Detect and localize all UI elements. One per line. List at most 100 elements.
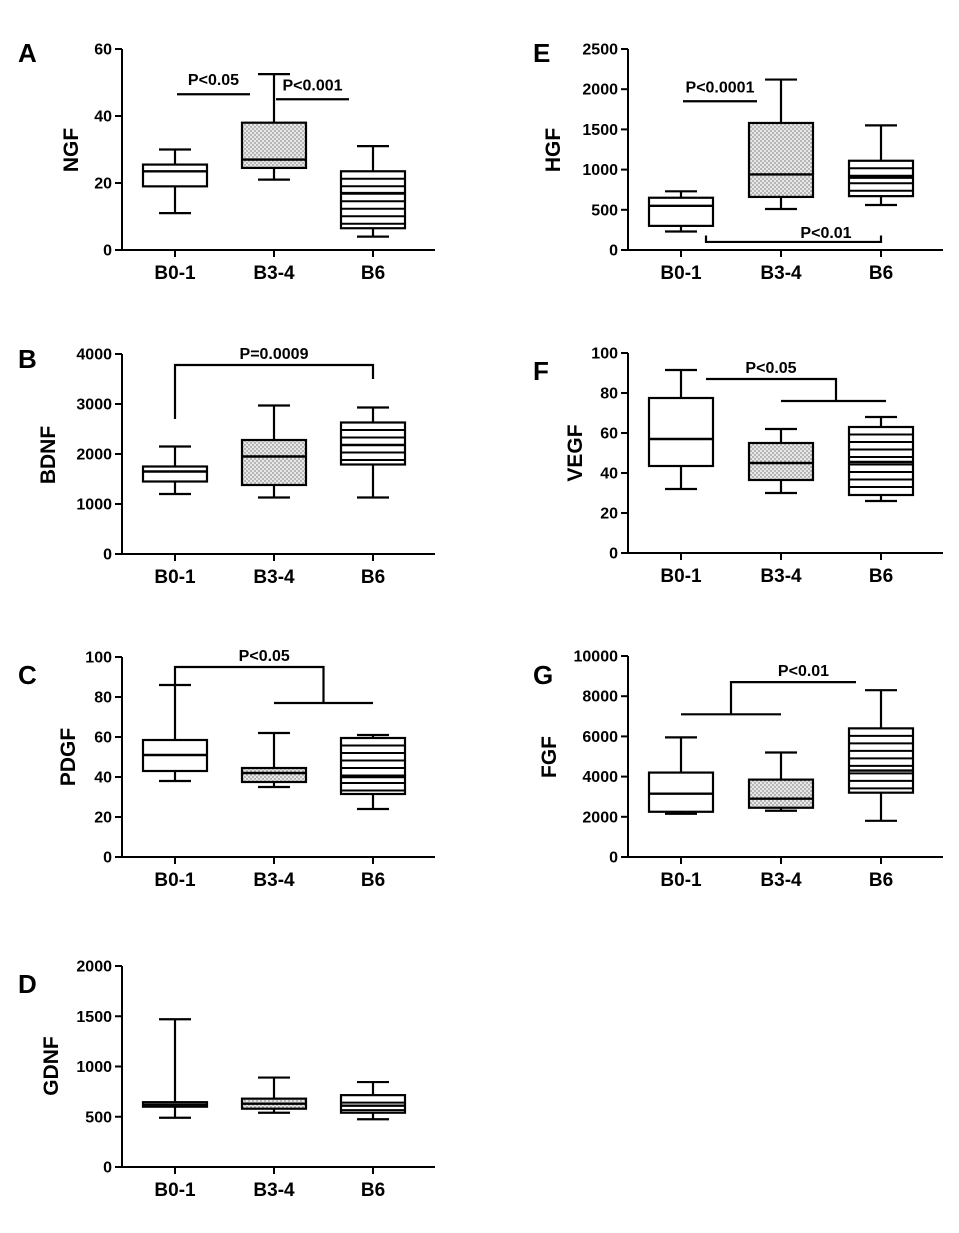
- significance-annotation: P<0.01: [681, 663, 856, 716]
- significance-annotation: P<0.05: [177, 72, 250, 96]
- y-tick-label: 4000: [582, 769, 618, 786]
- category-label: B6: [361, 870, 385, 891]
- y-tick-label: 0: [609, 850, 618, 867]
- box-body: [141, 163, 209, 188]
- significance-annotation: P<0.01: [704, 225, 883, 244]
- y-tick-label: 20: [94, 810, 112, 827]
- category-label: B3-4: [253, 870, 295, 891]
- y-tick-label: 6000: [582, 729, 618, 746]
- box-b3-4: [747, 427, 815, 495]
- box-b0-1: [647, 368, 715, 491]
- y-tick-label: 0: [609, 546, 618, 563]
- p-value-label: P<0.05: [188, 72, 239, 89]
- box-b6: [339, 406, 407, 499]
- box-b3-4: [240, 404, 308, 499]
- category-label: B6: [361, 263, 385, 284]
- box-b6: [339, 145, 407, 238]
- y-axis-label: FGF: [538, 736, 561, 778]
- significance-bracket: [706, 377, 838, 401]
- p-value-label: P<0.001: [282, 77, 342, 94]
- category-label: B0-1: [660, 870, 702, 891]
- significance-bracket: [704, 235, 883, 244]
- category-label: B3-4: [253, 1180, 295, 1201]
- category-label: B3-4: [253, 263, 295, 284]
- y-tick-label: 100: [85, 650, 112, 667]
- box-body: [647, 771, 715, 813]
- p-value-label: P<0.01: [778, 663, 829, 680]
- y-axis-label: VEGF: [564, 424, 587, 481]
- box-body: [647, 196, 715, 227]
- box-b6: [339, 1080, 407, 1121]
- p-value-label: P<0.05: [239, 648, 290, 665]
- box-body: [240, 438, 308, 487]
- y-tick-label: 500: [85, 1109, 112, 1126]
- box-body: [339, 736, 407, 796]
- y-tick-label: 500: [591, 202, 618, 219]
- y-tick-label: 8000: [582, 689, 618, 706]
- category-label: B0-1: [154, 263, 196, 284]
- box-b0-1: [141, 1018, 209, 1119]
- panel-b: B BDNF 0 1000 2000 3000 4000 B0-1 B3-4 B6 P=0.0009: [18, 344, 435, 588]
- box-b6: [847, 689, 915, 822]
- y-tick-label: 20: [600, 506, 618, 523]
- box-body: [747, 121, 815, 199]
- p-value-label: P<0.05: [745, 360, 796, 377]
- y-tick-label: 1000: [76, 1059, 112, 1076]
- y-axis-label: GDNF: [40, 1036, 63, 1096]
- box-body: [339, 1094, 407, 1114]
- category-label: B6: [869, 566, 893, 587]
- box-b3-4: [240, 1076, 308, 1114]
- y-tick-label: 2000: [582, 82, 618, 99]
- category-label: B6: [869, 870, 893, 891]
- panel-e: E HGF 0 500 1000 1500 2000 2500 B0-1 B3-4 B6 P<0.00…: [533, 38, 943, 284]
- box-b3-4: [747, 78, 815, 211]
- y-tick-label: 40: [600, 466, 618, 483]
- category-label: B0-1: [660, 263, 702, 284]
- box-b0-1: [647, 736, 715, 815]
- category-label: B6: [361, 1180, 385, 1201]
- category-label: B3-4: [760, 870, 802, 891]
- y-axis-label: BDNF: [37, 426, 60, 484]
- box-b3-4: [240, 73, 308, 181]
- category-label: B0-1: [154, 870, 196, 891]
- y-tick-label: 100: [591, 346, 618, 363]
- panel-a: A NGF 0 20 40 60 B0-1 B3-4 B6 P<0.05 P<0.001: [18, 38, 435, 284]
- box-b6: [339, 733, 407, 811]
- panel-letter: A: [18, 38, 37, 68]
- y-tick-label: 60: [600, 426, 618, 443]
- y-tick-label: 0: [609, 243, 618, 260]
- box-b0-1: [141, 445, 209, 496]
- y-tick-label: 1000: [582, 162, 618, 179]
- box-body: [847, 727, 915, 794]
- y-tick-label: 60: [94, 42, 112, 59]
- panel-letter: B: [18, 344, 37, 374]
- y-tick-label: 80: [600, 386, 618, 403]
- significance-annotation: P<0.001: [276, 77, 349, 101]
- y-tick-label: 2000: [582, 809, 618, 826]
- box-b0-1: [647, 190, 715, 233]
- significance-bracket: [173, 665, 325, 703]
- category-label: B3-4: [760, 263, 802, 284]
- box-body: [747, 778, 815, 809]
- box-body: [647, 396, 715, 468]
- box-body: [141, 465, 209, 483]
- significance-annotation: P<0.05: [173, 648, 373, 705]
- panel-c: C PDGF 0 20 40 60 80 100 B0-1 B3-4 B6 P<0.05: [18, 648, 435, 891]
- y-tick-label: 0: [103, 1160, 112, 1177]
- box-b6: [847, 415, 915, 503]
- category-label: B3-4: [253, 567, 295, 588]
- box-body: [339, 170, 407, 230]
- box-body: [240, 121, 308, 170]
- category-label: B0-1: [154, 1180, 196, 1201]
- y-tick-label: 0: [103, 547, 112, 564]
- y-tick-label: 1000: [76, 497, 112, 514]
- y-tick-label: 80: [94, 690, 112, 707]
- significance-bracket: [173, 363, 375, 419]
- box-b0-1: [141, 148, 209, 215]
- category-label: B3-4: [760, 566, 802, 587]
- box-body: [747, 441, 815, 482]
- y-axis-label: HGF: [542, 128, 565, 173]
- y-tick-label: 10000: [574, 649, 619, 666]
- box-b3-4: [240, 731, 308, 789]
